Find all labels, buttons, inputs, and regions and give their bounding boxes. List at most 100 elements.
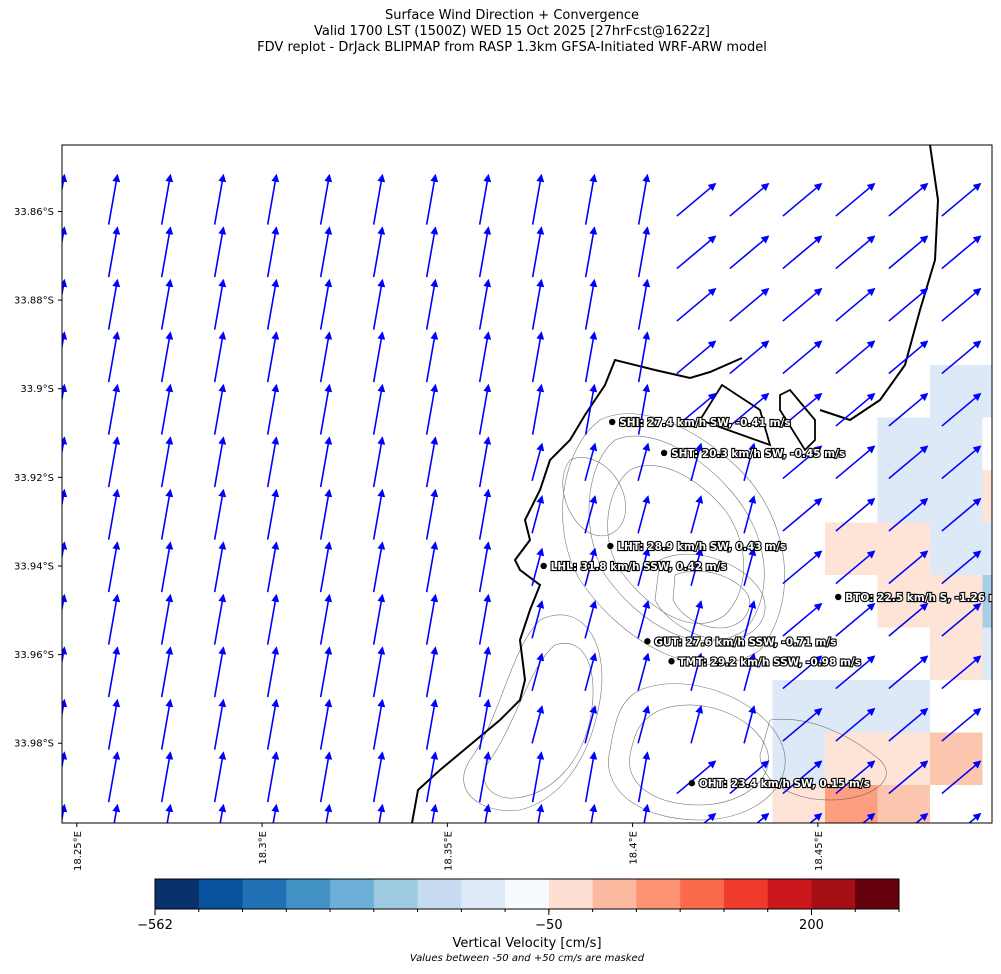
y-tick-label: 33.88°S	[14, 296, 54, 307]
wind-arrow	[160, 278, 174, 330]
station-label: LHT: 28.9 km/h SW, 0.43 m/s	[617, 541, 786, 553]
wind-arrow	[107, 331, 121, 383]
wind-arrow	[478, 383, 492, 435]
wind-arrow	[835, 760, 876, 795]
wind-arrow	[478, 226, 492, 278]
wind-arrow	[160, 436, 174, 488]
vv-cell	[825, 680, 878, 733]
wind-arrow	[213, 383, 227, 435]
wind-arrow	[62, 278, 68, 299]
wind-arrow	[888, 445, 929, 480]
wind-arrow	[782, 550, 823, 585]
wind-arrow	[888, 287, 929, 322]
colorbar-swatch	[198, 879, 244, 909]
colorbar-swatch	[855, 879, 900, 909]
wind-arrow	[531, 652, 545, 692]
wind-arrow	[584, 600, 598, 639]
colorbar-swatch	[636, 879, 681, 909]
wind-arrow	[782, 655, 823, 690]
wind-arrow	[266, 488, 280, 540]
wind-arrow	[107, 541, 121, 593]
wind-arrow	[888, 235, 929, 270]
wind-arrow	[319, 593, 333, 645]
y-tick-label: 33.96°S	[14, 650, 54, 661]
wind-arrow	[107, 488, 121, 540]
wind-arrow	[915, 812, 929, 823]
wind-arrow	[584, 547, 598, 587]
wind-arrow	[425, 436, 439, 488]
wind-arrow	[62, 751, 68, 771]
wind-arrow	[372, 488, 386, 540]
wind-arrow	[160, 173, 174, 225]
wind-arrow	[478, 751, 492, 803]
station-label: TMT: 29.2 km/h SSW, -0.98 m/s	[679, 656, 861, 668]
wind-arrow	[862, 812, 876, 823]
wind-arrow	[266, 646, 280, 698]
wind-arrow	[531, 331, 545, 383]
wind-arrow	[266, 541, 280, 593]
wind-arrow	[531, 173, 545, 225]
wind-arrow	[107, 698, 121, 750]
wind-arrow	[425, 383, 439, 435]
x-axis: 18.25°E 18.3°E 18.35°E 18.4°E 18.45°E	[73, 823, 825, 871]
x-tick-label: 18.45°E	[814, 831, 825, 871]
wind-arrow	[266, 383, 280, 435]
wind-arrow	[941, 235, 982, 270]
vv-cell	[877, 732, 930, 785]
colorbar-tick-label: −50	[535, 918, 562, 933]
colorbar-swatch	[505, 879, 550, 909]
vv-cell	[930, 417, 983, 470]
plot-frame	[61, 144, 993, 824]
vv-cell	[930, 470, 983, 523]
wind-arrow	[531, 226, 545, 278]
colorbar-frame	[154, 878, 900, 910]
wind-arrow	[62, 488, 68, 509]
wind-arrow	[729, 392, 770, 427]
wind-arrow	[271, 803, 280, 823]
wind-arrow	[165, 803, 174, 823]
colorbar-swatch	[286, 879, 331, 909]
wind-arrow	[319, 331, 333, 383]
vv-cell	[982, 627, 992, 680]
wind-arrow	[213, 226, 227, 278]
vv-cell	[877, 522, 930, 575]
wind-arrow	[690, 705, 704, 744]
wind-arrow	[107, 646, 121, 698]
wind-arrow	[584, 226, 598, 278]
vv-cell	[877, 785, 930, 823]
wind-arrow	[425, 751, 439, 803]
wind-arrow	[637, 547, 651, 587]
wind-arrow	[782, 182, 823, 217]
vv-cell	[877, 470, 930, 523]
wind-arrow	[372, 593, 386, 645]
wind-arrow	[888, 550, 929, 585]
wind-arrow	[729, 182, 770, 217]
wind-arrow	[941, 182, 982, 217]
wind-arrow	[160, 541, 174, 593]
wind-arrow	[425, 698, 439, 750]
vv-cell	[930, 365, 983, 418]
wind-arrow	[266, 173, 280, 225]
wind-arrow	[425, 593, 439, 645]
wind-arrow	[676, 182, 717, 217]
vv-cell	[772, 785, 825, 823]
wind-arrow	[425, 488, 439, 540]
wind-arrow	[782, 707, 823, 742]
wind-arrow	[478, 698, 492, 750]
wind-arrow	[637, 751, 651, 803]
coastline	[411, 145, 940, 823]
wind-arrow	[743, 547, 757, 587]
wind-arrow	[637, 705, 651, 744]
y-tick-label: 33.98°S	[14, 739, 54, 750]
wind-arrow	[782, 602, 823, 637]
station-label: OHT: 23.4 km/h SW, 0.15 m/s	[699, 778, 870, 790]
wind-arrow	[637, 226, 651, 278]
colorbar-swatch	[155, 879, 200, 909]
station-marker	[688, 779, 696, 787]
wind-arrow	[160, 751, 174, 803]
wind-arrow	[941, 550, 982, 585]
wind-arrow	[160, 698, 174, 750]
wind-arrow	[584, 331, 598, 383]
wind-arrow	[690, 652, 704, 692]
